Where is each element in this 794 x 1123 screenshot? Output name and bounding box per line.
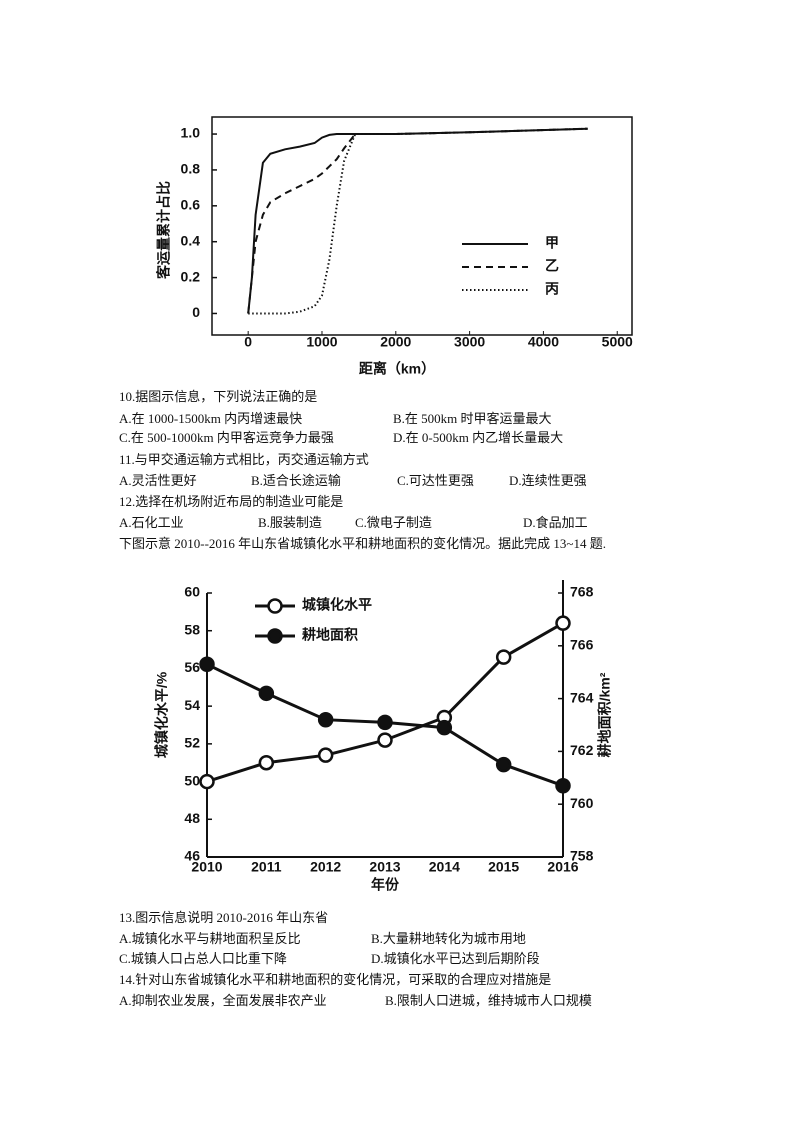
y-tick-label: 48 [184, 810, 200, 826]
option: C.城镇人口占总人口比重下降 [119, 951, 287, 966]
option: B.服装制造 [258, 515, 322, 530]
legend-label: 耕地面积 [302, 627, 358, 643]
option: D.城镇化水平已达到后期阶段 [371, 951, 540, 966]
y-tick-label: 0.8 [181, 161, 201, 177]
y-tick-label: 1.0 [181, 125, 201, 141]
x-tick-label: 5000 [602, 334, 633, 350]
y-tick-label: 60 [184, 584, 200, 600]
x-axis-title: 年份 [371, 877, 400, 893]
marker [495, 649, 512, 665]
y-tick-label: 54 [184, 697, 200, 713]
option: C.在 500-1000km 内甲客运竞争力最强 [119, 430, 334, 445]
marker [436, 719, 453, 736]
series-line [247, 127, 588, 314]
y-tick-label: 58 [184, 621, 200, 637]
y-tick-label: 52 [184, 735, 200, 751]
y-tick-label: 0.4 [181, 232, 201, 248]
option: B.大量耕地转化为城市用地 [371, 931, 526, 946]
legend-marker [267, 628, 283, 644]
y2-tick-label: 768 [570, 584, 594, 600]
question-stem: 12.选择在机场附近布局的制造业可能是 [119, 494, 344, 509]
question-stem: 13.图示信息说明 2010-2016 年山东省 [119, 910, 329, 925]
y-axis-title: 客运量累计占比 [156, 181, 172, 280]
marker [377, 714, 393, 731]
y-tick-label: 0.2 [181, 268, 201, 284]
x-tick-label: 4000 [528, 334, 559, 350]
series-line [247, 127, 588, 314]
marker [495, 756, 512, 773]
intro: 下图示意 2010--2016 年山东省城镇化水平和耕地面积的变化情况。据此完成… [119, 536, 606, 551]
legend-label: 丙 [545, 281, 559, 297]
y-tick-label: 50 [184, 772, 200, 788]
y-tick-label: 0.6 [181, 197, 201, 213]
option: A.在 1000-1500km 内丙增速最快 [119, 411, 303, 426]
option: C.微电子制造 [355, 515, 432, 530]
x-tick-label: 2010 [191, 859, 222, 875]
x-tick-label: 2014 [429, 859, 460, 875]
option: D.在 0-500km 内乙增长量最大 [393, 430, 564, 445]
option: B.适合长途运输 [251, 473, 341, 488]
option: A.抑制农业发展，全面发展非农产业 [119, 993, 327, 1008]
y2-tick-label: 758 [570, 848, 594, 864]
y-tick-label: 56 [184, 659, 200, 675]
y-tick-label: 0 [192, 304, 200, 320]
legend-marker [267, 598, 283, 614]
legend-label: 城镇化水平 [302, 597, 372, 613]
x-tick-label: 2000 [380, 334, 411, 350]
marker [199, 656, 215, 673]
question-stem: 11.与甲交通运输方式相比，丙交通运输方式 [119, 452, 369, 467]
marker [555, 777, 571, 794]
y2-tick-label: 762 [570, 742, 594, 758]
y2-axis-title: 耕地面积/km² [597, 672, 613, 757]
marker [258, 754, 275, 771]
option: D.连续性更强 [509, 473, 587, 488]
x-tick-label: 2013 [369, 859, 400, 875]
marker [317, 711, 334, 728]
option: D.食品加工 [523, 515, 588, 530]
y2-tick-label: 764 [570, 689, 594, 705]
option: A.灵活性更好 [119, 473, 197, 488]
option: A.石化工业 [119, 515, 184, 530]
x-tick-label: 1000 [306, 334, 337, 350]
marker [258, 685, 275, 702]
x-axis-title: 距离（km） [359, 361, 435, 377]
y2-tick-label: 766 [570, 637, 594, 653]
x-tick-label: 3000 [454, 334, 485, 350]
option: B.在 500km 时甲客运量最大 [393, 411, 552, 426]
option: C.可达性更强 [397, 473, 474, 488]
option: A.城镇化水平与耕地面积呈反比 [119, 931, 301, 946]
legend-label: 乙 [545, 258, 559, 274]
x-tick-label: 0 [244, 334, 252, 350]
y2-tick-label: 760 [570, 795, 594, 811]
legend-label: 甲 [545, 235, 559, 251]
marker [199, 773, 215, 790]
series-line [248, 127, 588, 315]
x-tick-label: 2012 [310, 859, 341, 875]
option: B.限制人口进城，维持城市人口规模 [385, 993, 592, 1008]
marker [317, 747, 334, 763]
y-tick-label: 46 [184, 848, 200, 864]
y-axis-title: 城镇化水平/% [154, 671, 170, 758]
question-stem: 14.针对山东省城镇化水平和耕地面积的变化情况，可采取的合理应对措施是 [119, 972, 552, 987]
x-tick-label: 2016 [547, 859, 578, 875]
x-tick-label: 2011 [251, 859, 282, 875]
x-tick-label: 2015 [488, 859, 519, 875]
plot-frame [211, 116, 633, 336]
marker [555, 615, 571, 631]
question-stem: 10.据图示信息，下列说法正确的是 [119, 389, 318, 404]
marker [377, 732, 393, 748]
